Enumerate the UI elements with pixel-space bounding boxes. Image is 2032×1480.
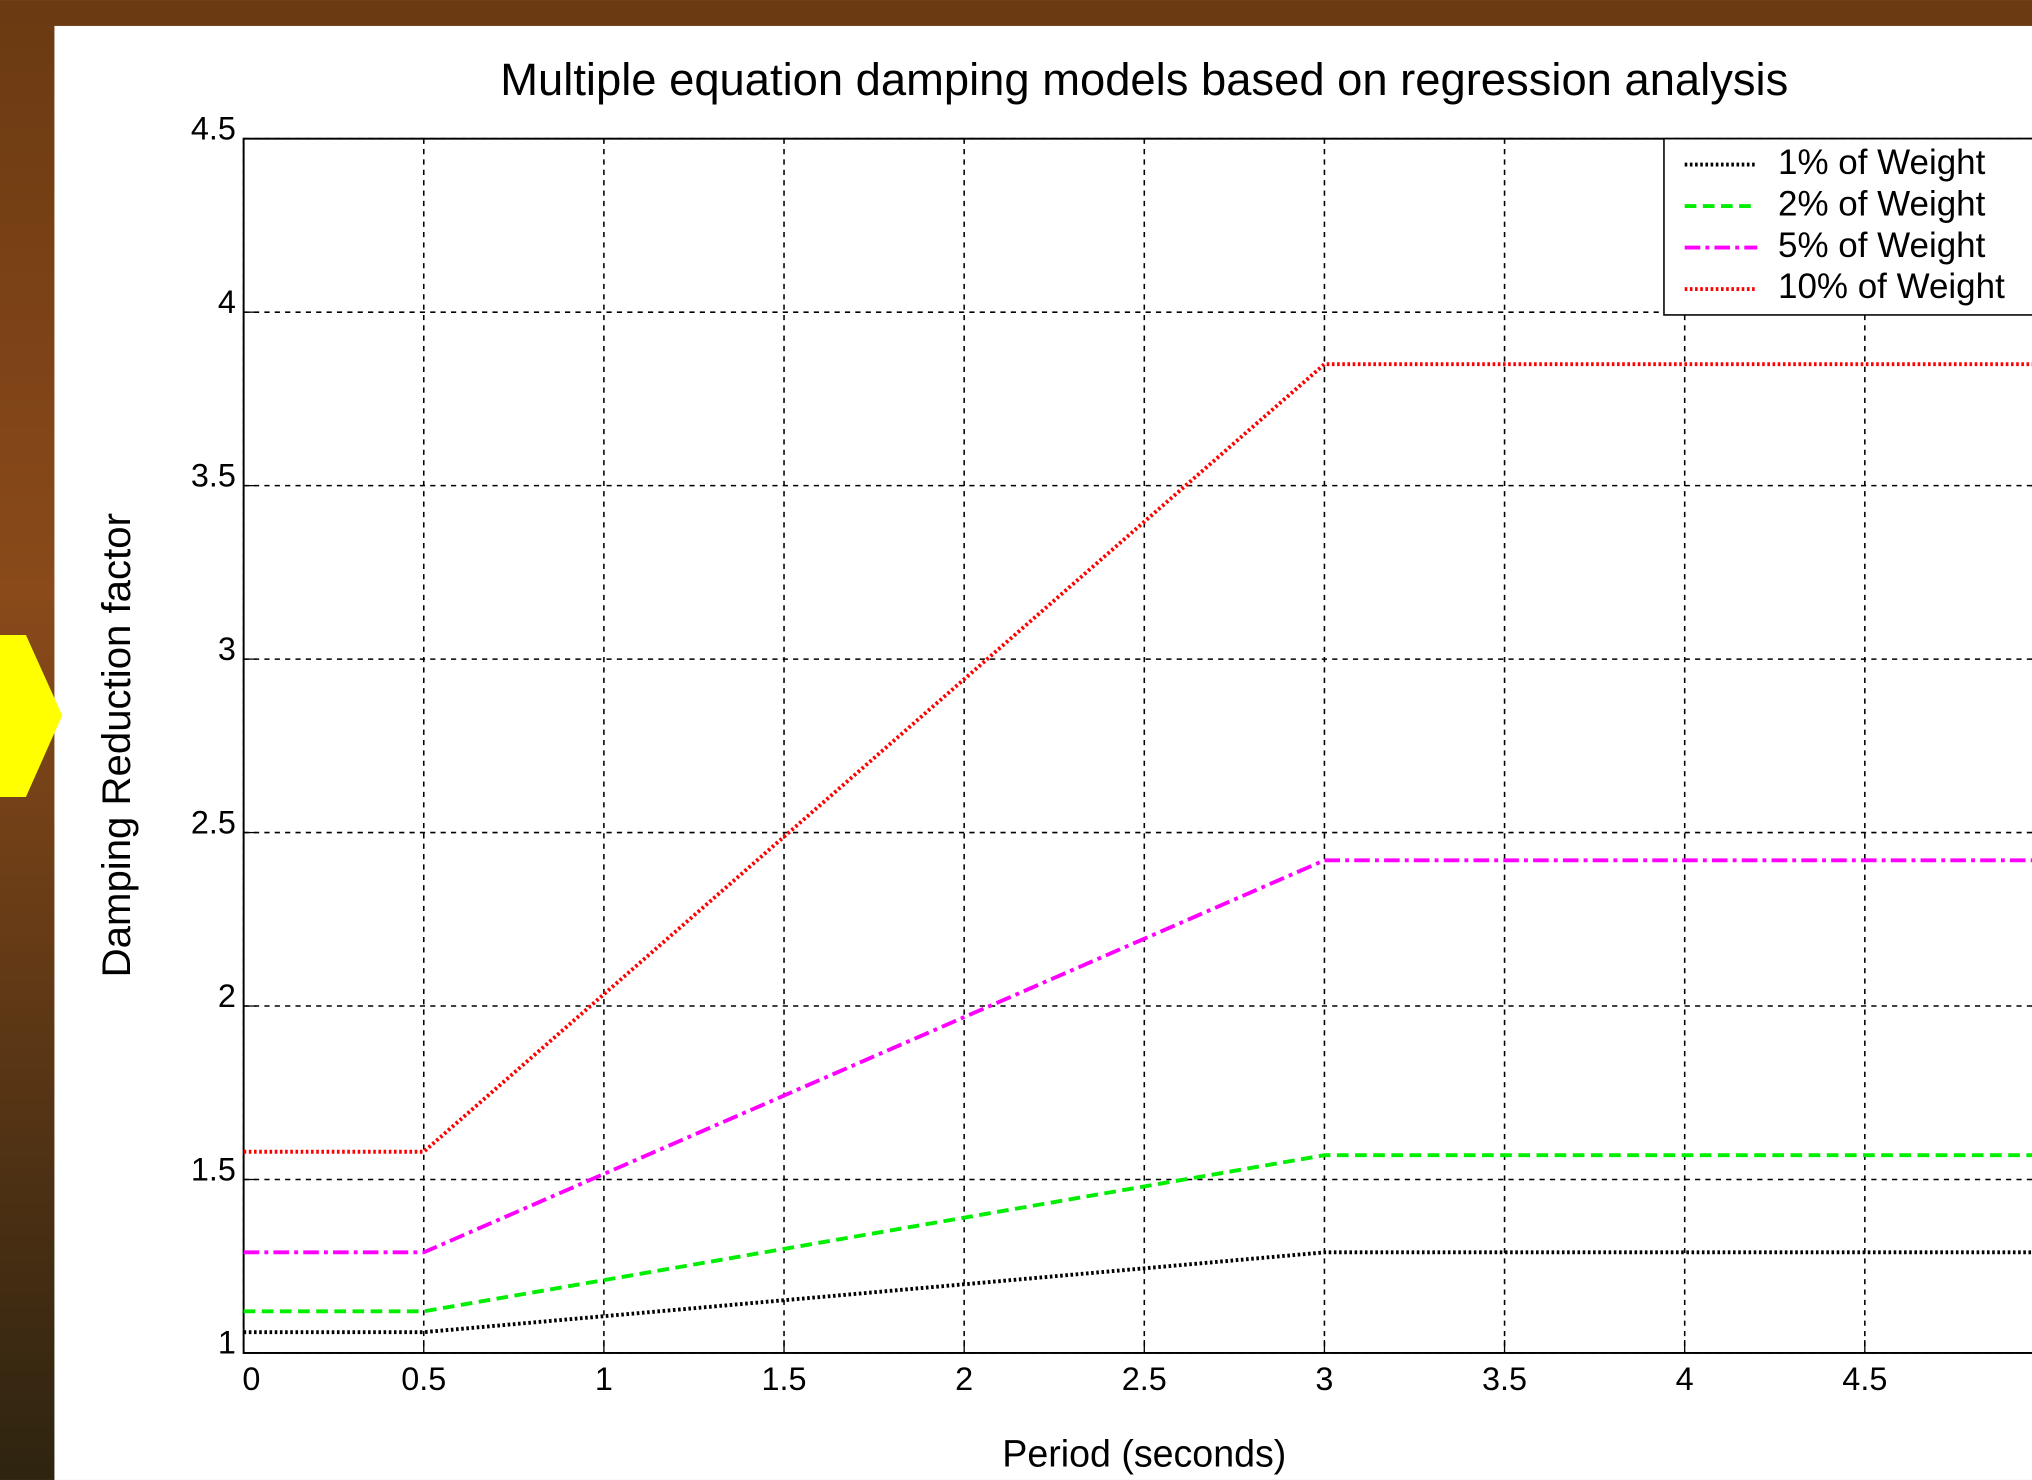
legend-label: 5% of Weight <box>1778 226 1986 265</box>
legend-box <box>1663 137 2032 316</box>
y-tick-label: 3.5 <box>191 457 236 493</box>
y-tick-label: 3 <box>218 631 236 667</box>
line <box>243 362 2032 1154</box>
line <box>243 858 2032 1255</box>
x-tick-label: 0 <box>242 1361 260 1397</box>
x-tick-label: 1.5 <box>762 1361 807 1397</box>
x-tick-label: 0.5 <box>401 1361 446 1397</box>
x-axis-label: Period (seconds) <box>1002 1433 1286 1475</box>
chart-title: Multiple equation damping models based o… <box>500 54 1788 105</box>
y-tick-label: 2 <box>218 978 236 1014</box>
x-tick-label: 2 <box>955 1361 973 1397</box>
y-axis-label: Damping Reduction factor <box>94 513 139 977</box>
line <box>243 1250 2032 1335</box>
line <box>243 1153 2032 1314</box>
x-tick-label: 1 <box>595 1361 613 1397</box>
plot-area <box>242 137 2032 1354</box>
y-tick-label: 1 <box>218 1325 236 1361</box>
legend-label: 10% of Weight <box>1778 267 2005 306</box>
y-tick-label: 2.5 <box>191 804 236 840</box>
legend-label: 2% of Weight <box>1778 184 1986 223</box>
y-tick-label: 4 <box>218 284 236 320</box>
x-tick-label: 2.5 <box>1122 1361 1167 1397</box>
x-tick-label: 4 <box>1676 1361 1694 1397</box>
x-tick-label: 3 <box>1315 1361 1333 1397</box>
x-tick-label: 4.5 <box>1842 1361 1887 1397</box>
x-tick-label: 3.5 <box>1482 1361 1527 1397</box>
legend-label: 1% of Weight <box>1778 143 1986 182</box>
yellow-arrow <box>0 635 63 798</box>
y-tick-label: 1.5 <box>191 1151 236 1187</box>
y-tick-label: 4.5 <box>191 110 236 146</box>
